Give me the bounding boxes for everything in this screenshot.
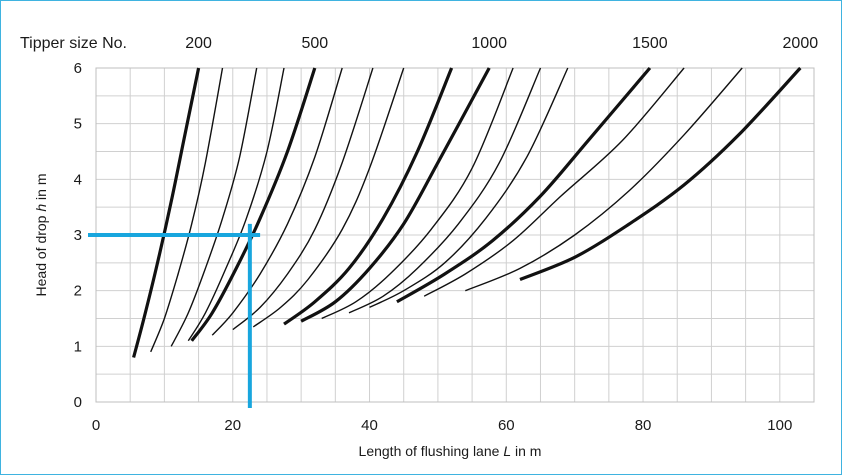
y-tick-label: 3 bbox=[74, 227, 82, 244]
tipper-curve-7 bbox=[232, 67, 374, 331]
tipper-size-tick-label: 1000 bbox=[471, 35, 507, 52]
tipper-curve-9 bbox=[283, 67, 454, 326]
x-tick-label: 60 bbox=[498, 417, 515, 434]
tipper-curve-13 bbox=[369, 67, 569, 309]
x-axis-label: Length of flushing lane L in m bbox=[359, 443, 542, 459]
tipper-size-labels: 200 500 1000 1500 2000 bbox=[185, 35, 818, 52]
tipper-curves bbox=[132, 66, 802, 358]
tipper-size-tick-label: 200 bbox=[185, 35, 212, 52]
x-tick-labels: 0 20 40 60 80 100 bbox=[92, 417, 792, 434]
y-tick-label: 4 bbox=[74, 171, 82, 188]
x-tick-label: 0 bbox=[92, 417, 100, 434]
x-tick-label: 20 bbox=[224, 417, 241, 434]
tipper-curve-3 bbox=[170, 67, 258, 347]
tipper-curve-16 bbox=[465, 67, 743, 292]
tipper-curve-6 bbox=[211, 67, 343, 336]
tipper-curve-12 bbox=[348, 67, 542, 314]
y-axis-label: Head of drop h in m bbox=[33, 174, 49, 297]
tipper-size-tick-label: 2000 bbox=[783, 35, 819, 52]
tipper-size-tick-label: 500 bbox=[301, 35, 328, 52]
y-tick-label: 1 bbox=[74, 338, 82, 355]
y-tick-label: 0 bbox=[74, 394, 82, 411]
y-tick-label: 5 bbox=[74, 116, 82, 133]
tipper-size-label: Tipper size No. bbox=[20, 35, 127, 52]
y-tick-label: 2 bbox=[74, 283, 82, 300]
tipper-curve-14 bbox=[396, 66, 652, 304]
x-tick-label: 40 bbox=[361, 417, 378, 434]
tipper-curve-10 bbox=[300, 67, 491, 323]
y-tick-label: 6 bbox=[74, 60, 82, 77]
tipper-curve-8 bbox=[252, 67, 405, 328]
reading-example-lines bbox=[88, 223, 261, 408]
x-tick-label: 80 bbox=[635, 417, 652, 434]
tipper-curve-15 bbox=[423, 67, 685, 297]
tipper-size-tick-label: 1500 bbox=[632, 35, 668, 52]
tipper-curve-2 bbox=[150, 67, 224, 353]
x-tick-label: 100 bbox=[767, 417, 792, 434]
y-tick-labels: 0 1 2 3 4 5 6 bbox=[74, 60, 82, 411]
tipper-curve-1 bbox=[132, 67, 201, 358]
tipper-curve-4 bbox=[187, 67, 285, 342]
tipper-curve-17 bbox=[519, 66, 802, 281]
tipper-curve-11 bbox=[321, 67, 514, 320]
